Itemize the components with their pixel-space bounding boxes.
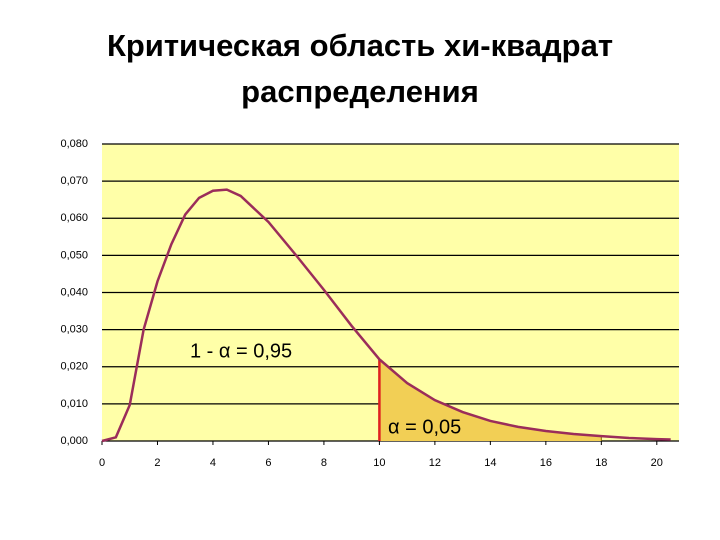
- x-tick-label: 14: [484, 457, 496, 469]
- critical-area: [379, 359, 602, 441]
- y-tick-label: 0,070: [60, 175, 88, 187]
- y-tick-label: 0,010: [60, 398, 88, 410]
- y-tick-label: 0,000: [60, 435, 88, 447]
- annotation: α = 0,05: [388, 416, 461, 438]
- chart-title: Критическая область хи-квадрат: [107, 28, 613, 63]
- y-tick-label: 0,030: [60, 324, 88, 336]
- annotation: 1 - α = 0,95: [190, 340, 292, 362]
- y-tick-label: 0,040: [60, 286, 88, 298]
- x-tick-label: 12: [429, 457, 441, 469]
- chart-title: распределения: [241, 74, 479, 109]
- density-line: [101, 188, 671, 443]
- x-tick-label: 16: [540, 457, 552, 469]
- x-tick-label: 2: [154, 457, 160, 469]
- x-tick-label: 6: [265, 457, 271, 469]
- y-tick-label: 0,080: [60, 138, 88, 150]
- y-tick-label: 0,020: [60, 361, 88, 373]
- x-tick-label: 8: [321, 457, 327, 469]
- x-tick-label: 4: [210, 457, 216, 469]
- y-tick-label: 0,060: [60, 212, 88, 224]
- y-tick-label: 0,050: [60, 249, 88, 261]
- x-tick-label: 10: [373, 457, 385, 469]
- x-tick-label: 18: [595, 457, 607, 469]
- x-tick-label: 20: [651, 457, 663, 469]
- x-tick-label: 0: [99, 457, 105, 469]
